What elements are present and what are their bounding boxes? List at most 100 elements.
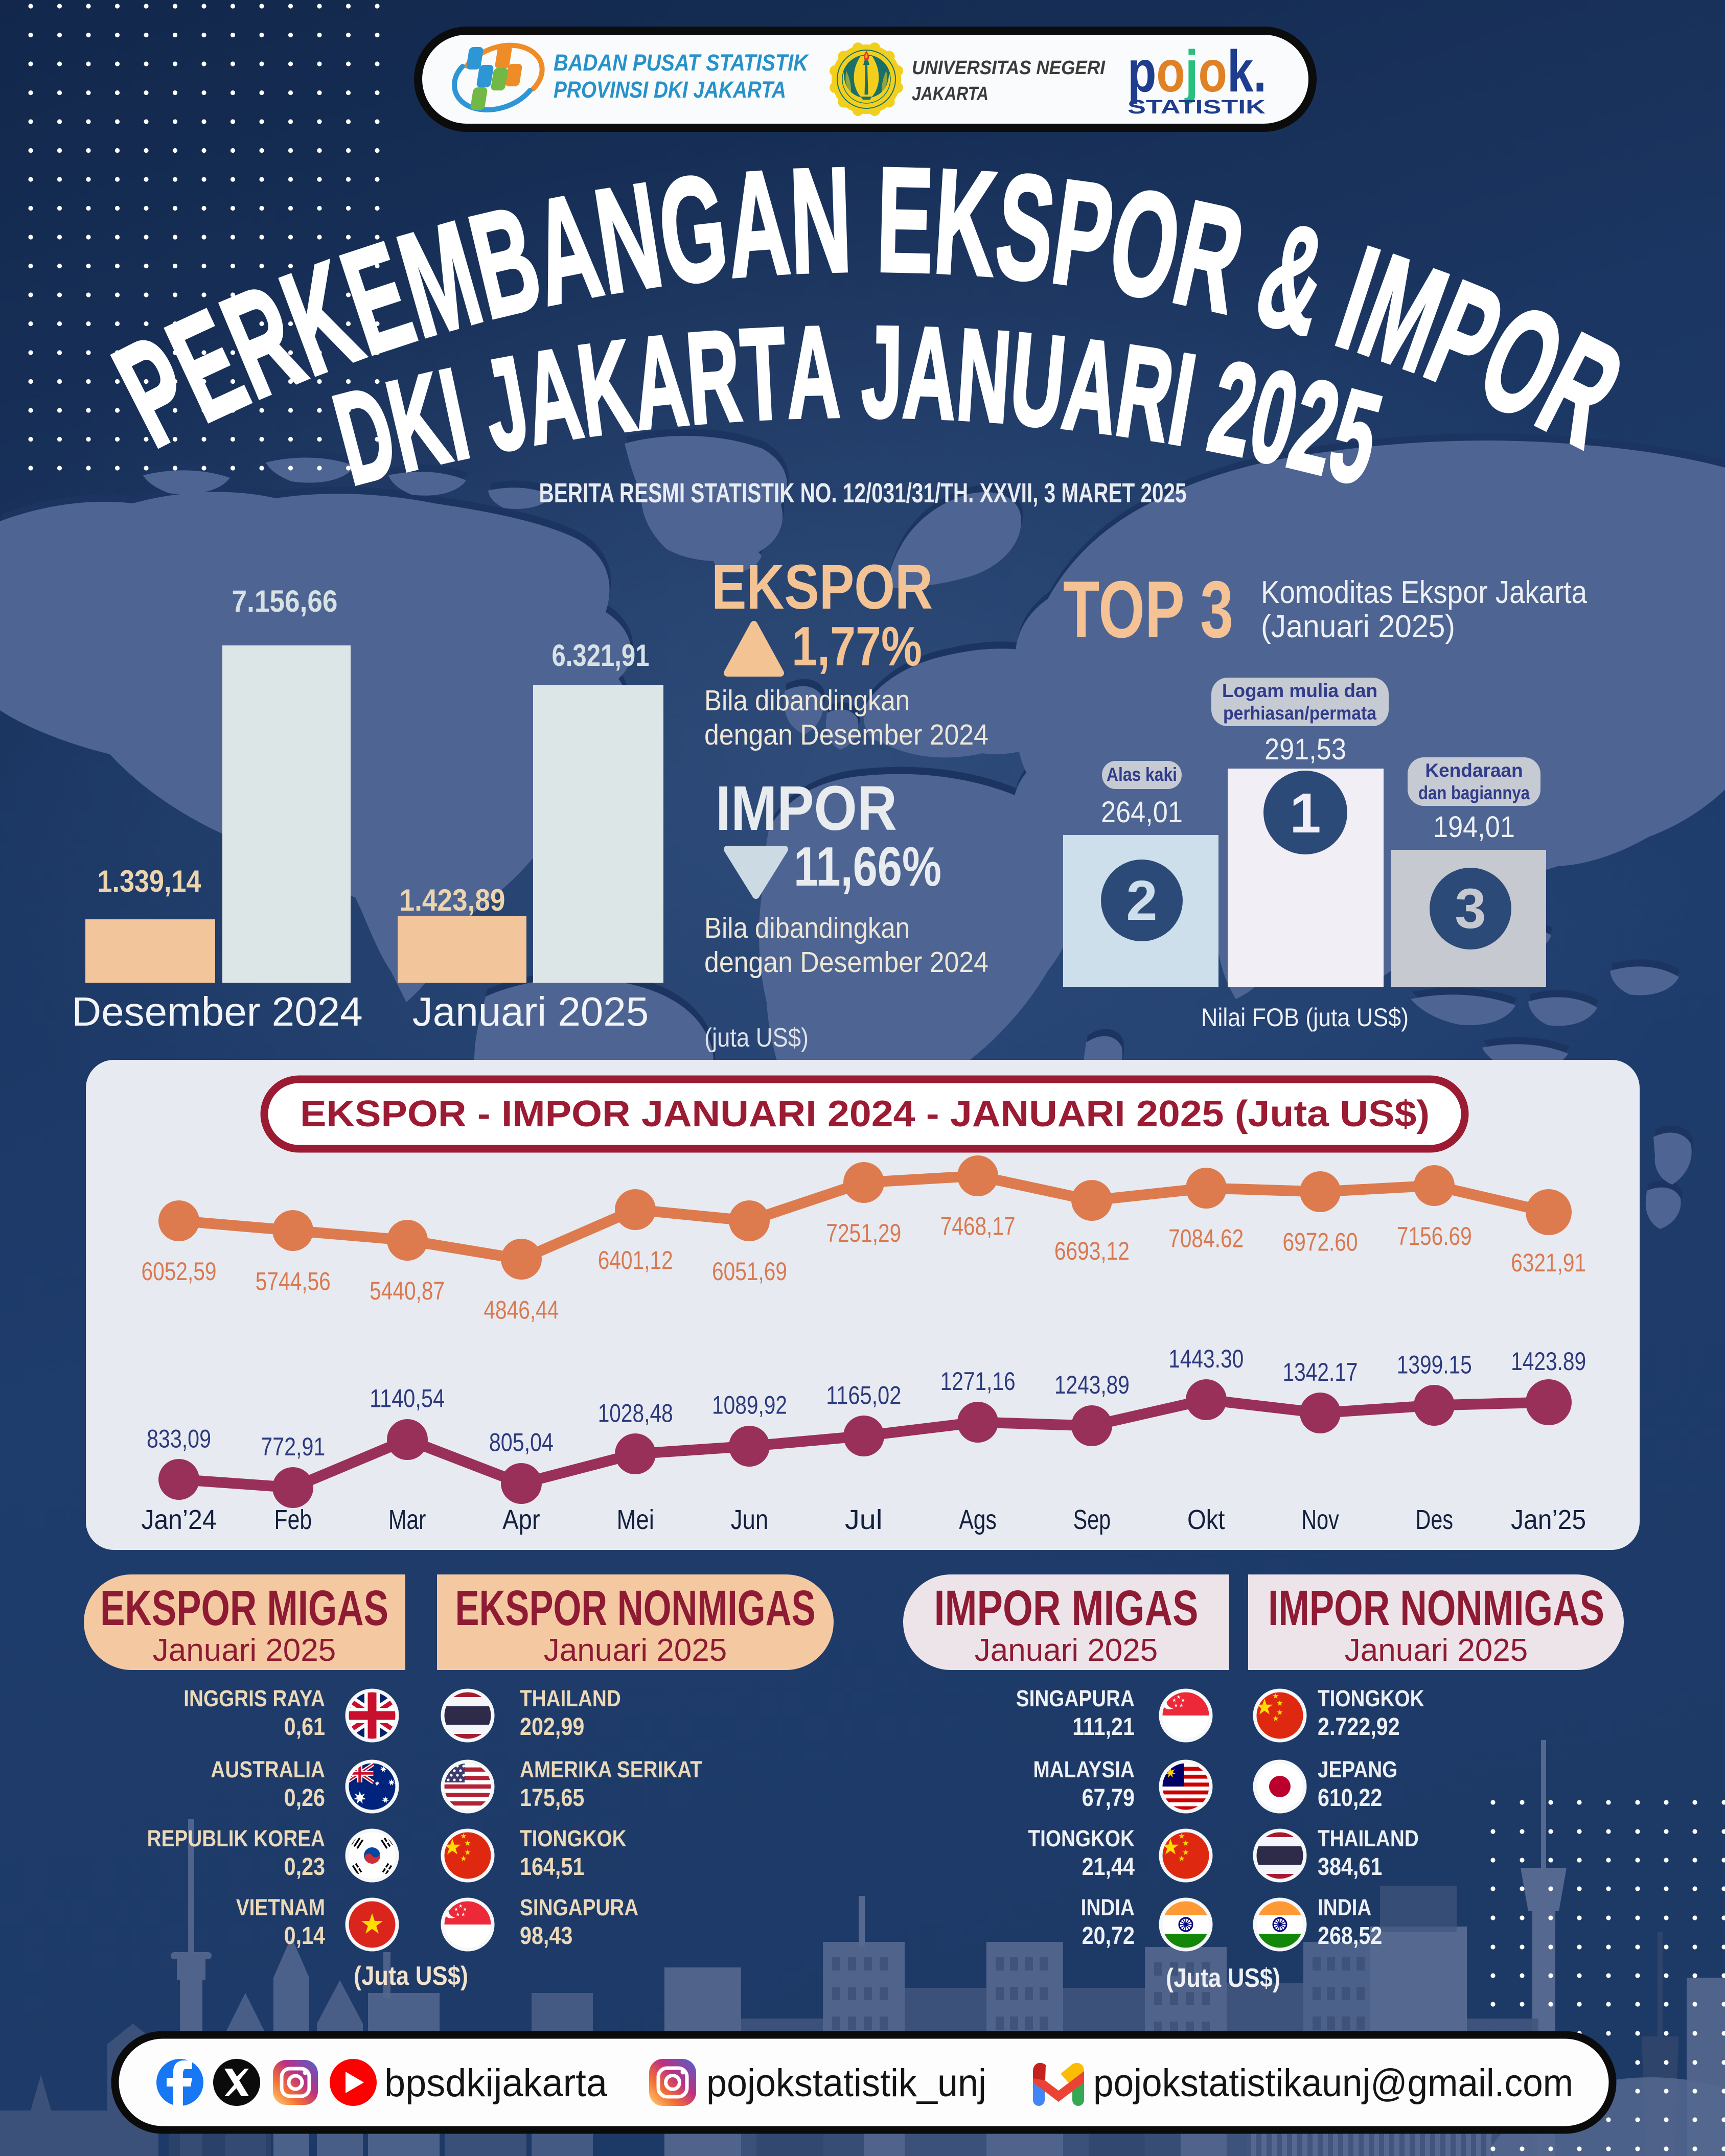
- svg-text:2.722,92: 2.722,92: [1318, 1713, 1400, 1741]
- svg-text:EKSPOR NONMIGAS: EKSPOR NONMIGAS: [455, 1580, 816, 1636]
- svg-text:1089,92: 1089,92: [712, 1391, 787, 1420]
- svg-text:194,01: 194,01: [1433, 810, 1515, 844]
- svg-text:11,66%: 11,66%: [794, 836, 941, 898]
- svg-text:EKSPOR: EKSPOR: [711, 552, 933, 622]
- svg-text:UNIVERSITAS NEGERI: UNIVERSITAS NEGERI: [912, 57, 1106, 79]
- svg-text:THAILAND: THAILAND: [520, 1685, 621, 1711]
- svg-text:264,01: 264,01: [1101, 796, 1183, 829]
- svg-text:Januari 2025: Januari 2025: [1345, 1633, 1528, 1668]
- svg-text:7084.62: 7084.62: [1168, 1224, 1244, 1253]
- svg-text:6321,91: 6321,91: [1511, 1248, 1586, 1277]
- svg-text:7251,29: 7251,29: [826, 1219, 901, 1247]
- svg-text:98,43: 98,43: [520, 1922, 572, 1950]
- svg-text:Januari 2025: Januari 2025: [153, 1633, 336, 1668]
- svg-text:SINGAPURA: SINGAPURA: [1016, 1685, 1135, 1711]
- svg-text:BADAN PUSAT STATISTIK: BADAN PUSAT STATISTIK: [554, 50, 810, 76]
- svg-text:1028,48: 1028,48: [598, 1399, 673, 1427]
- svg-text:Jun: Jun: [731, 1504, 769, 1535]
- svg-text:291,53: 291,53: [1264, 733, 1346, 766]
- svg-text:5744,56: 5744,56: [256, 1267, 331, 1295]
- svg-text:EKSPOR MIGAS: EKSPOR MIGAS: [100, 1580, 388, 1636]
- svg-text:PROVINSI DKI JAKARTA: PROVINSI DKI JAKARTA: [554, 77, 786, 103]
- svg-text:REPUBLIK KOREA: REPUBLIK KOREA: [147, 1825, 325, 1851]
- svg-text:772,91: 772,91: [261, 1432, 325, 1461]
- svg-text:Feb: Feb: [274, 1504, 312, 1535]
- svg-text:TIONGKOK: TIONGKOK: [1318, 1685, 1424, 1711]
- svg-text:1399.15: 1399.15: [1397, 1350, 1472, 1379]
- svg-text:IMPOR MIGAS: IMPOR MIGAS: [934, 1580, 1199, 1636]
- svg-text:6401,12: 6401,12: [598, 1246, 673, 1274]
- svg-text:Nov: Nov: [1301, 1504, 1339, 1535]
- svg-text:Desember 2024: Desember 2024: [72, 989, 362, 1034]
- svg-text:TOP 3: TOP 3: [1063, 565, 1233, 655]
- svg-text:(Juta US$): (Juta US$): [1166, 1963, 1280, 1993]
- svg-text:AMERIKA SERIKAT: AMERIKA SERIKAT: [520, 1756, 702, 1782]
- svg-text:7468,17: 7468,17: [940, 1212, 1016, 1241]
- svg-text:INDIA: INDIA: [1318, 1894, 1371, 1920]
- svg-text:20,72: 20,72: [1082, 1922, 1135, 1950]
- svg-text:0,26: 0,26: [284, 1784, 325, 1812]
- svg-text:Januari 2025: Januari 2025: [412, 989, 649, 1034]
- svg-text:1.423,89: 1.423,89: [400, 883, 505, 917]
- svg-text:TIONGKOK: TIONGKOK: [520, 1825, 627, 1851]
- svg-text:Komoditas Ekspor Jakarta: Komoditas Ekspor Jakarta: [1261, 575, 1587, 610]
- svg-text:0,23: 0,23: [284, 1853, 325, 1881]
- svg-text:pojokstatistik_unj: pojokstatistik_unj: [706, 2061, 986, 2105]
- svg-text:THAILAND: THAILAND: [1318, 1825, 1419, 1851]
- svg-text:Januari 2025: Januari 2025: [544, 1633, 727, 1668]
- svg-text:1271,16: 1271,16: [940, 1367, 1016, 1396]
- svg-text:111,21: 111,21: [1072, 1713, 1135, 1741]
- svg-text:dan bagiannya: dan bagiannya: [1418, 782, 1530, 803]
- svg-text:INDIA: INDIA: [1081, 1894, 1135, 1920]
- svg-text:JAKARTA: JAKARTA: [912, 83, 988, 105]
- svg-text:T: T: [738, 300, 789, 448]
- svg-text:o: o: [1156, 39, 1185, 104]
- svg-text:R: R: [682, 303, 745, 452]
- svg-text:21,44: 21,44: [1082, 1853, 1135, 1881]
- svg-text:2: 2: [1126, 869, 1157, 932]
- svg-text:o: o: [1199, 39, 1227, 104]
- svg-text:Sep: Sep: [1073, 1504, 1111, 1535]
- svg-text:0,61: 0,61: [284, 1713, 325, 1741]
- svg-text:610,22: 610,22: [1318, 1784, 1382, 1812]
- svg-text:1165,02: 1165,02: [826, 1381, 901, 1409]
- svg-text:Okt: Okt: [1187, 1504, 1225, 1535]
- svg-text:pojokstatistikaunj@gmail.com: pojokstatistikaunj@gmail.com: [1093, 2061, 1573, 2105]
- svg-text:j: j: [1184, 39, 1198, 104]
- svg-text:1,77%: 1,77%: [792, 615, 922, 678]
- svg-text:J: J: [861, 298, 903, 445]
- svg-text:6051,69: 6051,69: [712, 1257, 787, 1286]
- svg-text:Jan’24: Jan’24: [142, 1504, 217, 1535]
- svg-text:IMPOR NONMIGAS: IMPOR NONMIGAS: [1268, 1580, 1604, 1636]
- svg-text:6693,12: 6693,12: [1054, 1237, 1130, 1265]
- svg-text:384,61: 384,61: [1318, 1853, 1382, 1881]
- svg-text:Bila dibandingkan: Bila dibandingkan: [704, 684, 910, 717]
- svg-text:1140,54: 1140,54: [370, 1384, 445, 1413]
- svg-text:(Juta US$): (Juta US$): [354, 1961, 468, 1991]
- svg-text:1: 1: [1290, 782, 1321, 845]
- svg-text:Bila dibandingkan: Bila dibandingkan: [704, 912, 910, 944]
- svg-text:p: p: [1128, 39, 1156, 104]
- svg-text:K: K: [930, 138, 1001, 308]
- svg-text:1243,89: 1243,89: [1054, 1371, 1130, 1399]
- svg-text:bpsdkijakarta: bpsdkijakarta: [384, 2061, 608, 2105]
- svg-text:Jan’25: Jan’25: [1511, 1504, 1586, 1535]
- svg-text:STATISTIK: STATISTIK: [1128, 97, 1266, 118]
- svg-text:perhiasan/permata: perhiasan/permata: [1223, 703, 1376, 724]
- svg-text:6052,59: 6052,59: [142, 1257, 217, 1286]
- svg-text:Mar: Mar: [388, 1504, 426, 1535]
- svg-text:MALAYSIA: MALAYSIA: [1033, 1756, 1135, 1782]
- svg-text:TIONGKOK: TIONGKOK: [1028, 1825, 1135, 1851]
- svg-text:(juta US$): (juta US$): [704, 1023, 809, 1053]
- svg-text:N: N: [788, 137, 854, 305]
- svg-text:N: N: [953, 302, 1015, 450]
- svg-text:4846,44: 4846,44: [484, 1295, 559, 1324]
- svg-text:3: 3: [1455, 877, 1486, 940]
- svg-text:Kendaraan: Kendaraan: [1425, 760, 1523, 781]
- svg-text:Januari 2025: Januari 2025: [975, 1633, 1158, 1668]
- svg-text:6.321,91: 6.321,91: [552, 638, 650, 673]
- svg-text:.: .: [1253, 39, 1267, 104]
- svg-text:(Januari 2025): (Januari 2025): [1261, 609, 1455, 644]
- svg-text:833,09: 833,09: [147, 1425, 211, 1453]
- svg-text:5440,87: 5440,87: [370, 1277, 445, 1305]
